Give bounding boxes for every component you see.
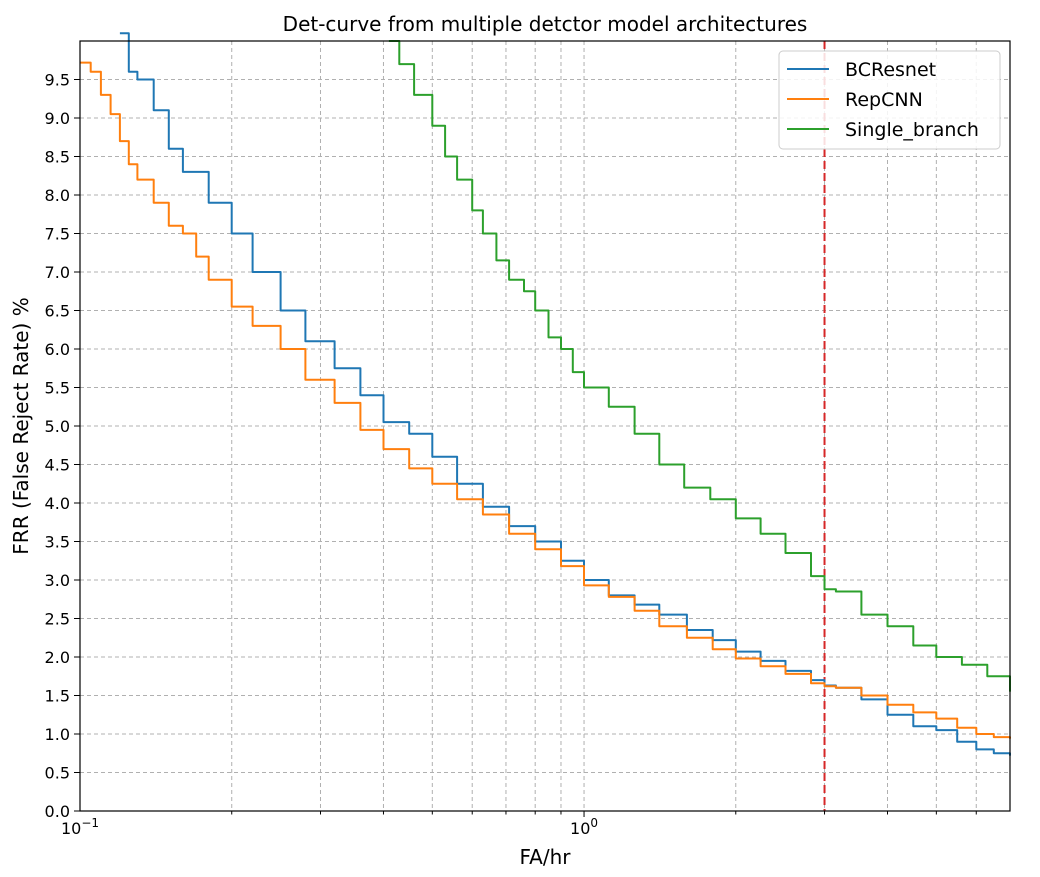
y-tick-label: 7.0 [45, 263, 70, 282]
y-tick-label: 6.0 [45, 340, 70, 359]
y-tick-label: 5.0 [45, 417, 70, 436]
series-line-repcnn [80, 61, 1011, 739]
y-tick-label: 1.5 [45, 687, 70, 706]
y-tick-label: 1.0 [45, 725, 70, 744]
series-lines [80, 32, 1011, 756]
legend-label: Single_branch [845, 119, 979, 141]
y-tick-label: 3.5 [45, 533, 70, 552]
y-tick-label: 8.0 [45, 186, 70, 205]
legend-box [778, 50, 1001, 150]
x-axis-label: FA/hr [520, 845, 572, 869]
y-tick-label: 6.5 [45, 302, 70, 321]
legend-label: BCResnet [845, 59, 936, 81]
y-tick-label: 4.5 [45, 456, 70, 475]
y-axis-label: FRR (False Reject Rate) % [9, 297, 33, 554]
series-line-single-branch [388, 40, 1011, 692]
y-tick-label: 5.5 [45, 379, 70, 398]
legend: BCResnet RepCNN Single_branch [778, 50, 1001, 150]
y-tick-label: 7.5 [45, 225, 70, 244]
y-tick-label: 8.5 [45, 148, 70, 167]
ticks: 0.0 0.5 1.0 1.5 2.0 2.5 3.0 3.5 4.0 4.5 5.0 5.5 6.0 6… [45, 71, 977, 838]
y-tick-label: 4.0 [45, 494, 70, 513]
legend-label: RepCNN [845, 89, 923, 111]
y-tick-label: 0.5 [45, 764, 70, 783]
y-tick-label: 0.0 [45, 802, 70, 821]
y-tick-label: 2.5 [45, 610, 70, 629]
y-tick-label: 3.0 [45, 571, 70, 590]
x-tick-label: 100 [570, 816, 598, 838]
y-tick-label: 9.5 [45, 71, 70, 90]
y-tick-label: 9.0 [45, 109, 70, 128]
x-tick-label: 10−1 [61, 816, 99, 838]
chart-title: Det-curve from multiple detctor model ar… [283, 12, 808, 36]
y-tick-label: 2.0 [45, 648, 70, 667]
